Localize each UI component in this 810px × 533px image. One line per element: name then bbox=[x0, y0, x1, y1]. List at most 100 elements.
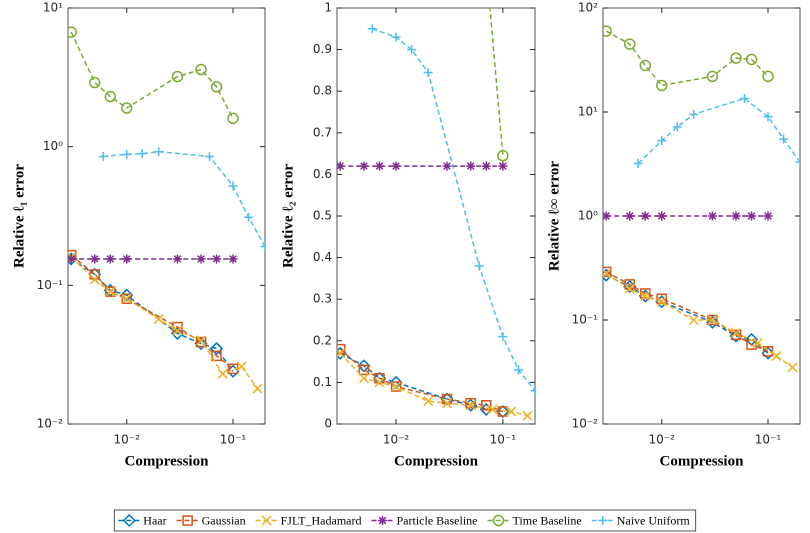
series-group bbox=[337, 8, 535, 421]
marker-x bbox=[337, 348, 346, 359]
marker-diamond bbox=[226, 364, 240, 378]
y-tick-label: 0.7 bbox=[313, 125, 332, 139]
marker-plus bbox=[423, 67, 433, 77]
marker-diamond bbox=[209, 341, 224, 356]
marker-diamond bbox=[68, 252, 78, 266]
series-group bbox=[603, 25, 800, 373]
marker-circle bbox=[104, 90, 117, 103]
marker-asterisk bbox=[212, 254, 222, 264]
marker-circle bbox=[706, 70, 719, 83]
series-group bbox=[68, 26, 265, 394]
marker-x bbox=[441, 398, 453, 409]
series-line bbox=[372, 28, 535, 392]
legend-label: Haar bbox=[143, 513, 166, 527]
marker-diamond bbox=[372, 371, 387, 385]
marker-x bbox=[423, 396, 434, 407]
marker-asterisk bbox=[378, 516, 388, 525]
x-tick-label: 10⁻¹ bbox=[220, 433, 247, 447]
marker-circle bbox=[68, 26, 77, 38]
y-tick-label: 0.6 bbox=[313, 167, 332, 181]
marker-plus bbox=[228, 181, 238, 191]
marker-circle bbox=[639, 59, 652, 72]
marker-diamond bbox=[496, 404, 510, 419]
marker-asterisk bbox=[625, 211, 635, 221]
marker-plus bbox=[672, 122, 682, 132]
marker-plus bbox=[598, 516, 608, 525]
series-line bbox=[637, 97, 800, 165]
marker-square bbox=[211, 350, 222, 362]
y-tick-label: 10⁻² bbox=[37, 417, 64, 431]
marker-x bbox=[217, 368, 228, 379]
marker-diamond bbox=[122, 513, 136, 528]
marker-diamond bbox=[194, 337, 208, 351]
marker-x bbox=[752, 338, 763, 349]
marker-circle bbox=[497, 149, 509, 162]
series-line bbox=[605, 272, 793, 369]
marker-x bbox=[252, 383, 263, 394]
x-axis-label: Compression bbox=[125, 453, 210, 469]
marker-plus bbox=[474, 261, 484, 271]
series-line bbox=[70, 256, 259, 390]
marker-plus bbox=[657, 136, 667, 146]
marker-circle bbox=[603, 25, 612, 37]
marker-x bbox=[787, 362, 798, 373]
marker-asterisk bbox=[731, 211, 741, 221]
marker-asterisk bbox=[228, 254, 238, 264]
marker-diamond bbox=[357, 359, 371, 373]
panel: 10⁻² 10⁻¹ 10⁰ 10¹ 10² 10⁻² 10⁻¹ Compression Rela… bbox=[546, 1, 801, 469]
marker-square bbox=[358, 364, 370, 376]
marker-plus bbox=[154, 147, 164, 157]
y-axis-label: Relative ℓ₂ error bbox=[280, 164, 296, 268]
x-axis-label: Compression bbox=[660, 453, 745, 469]
marker-square bbox=[730, 329, 742, 341]
y-axis-label: Relative ℓ∞ error bbox=[546, 161, 562, 271]
y-tick-label: 0.4 bbox=[313, 250, 332, 264]
series-line bbox=[339, 352, 528, 417]
legend-label: Time Baseline bbox=[512, 513, 581, 527]
y-tick-label: 0.3 bbox=[313, 292, 332, 306]
marker-circle bbox=[120, 102, 133, 114]
marker-plus bbox=[260, 242, 265, 252]
marker-x bbox=[707, 314, 718, 326]
marker-circle bbox=[745, 53, 758, 66]
marker-x bbox=[771, 351, 782, 362]
marker-square bbox=[121, 293, 132, 305]
y-tick-label: 0.8 bbox=[313, 84, 332, 98]
marker-asterisk bbox=[375, 161, 385, 171]
marker-asterisk bbox=[122, 254, 132, 264]
marker-asterisk bbox=[196, 254, 206, 264]
y-tick-label: 0.1 bbox=[313, 375, 332, 389]
y-tick-label: 10⁰ bbox=[43, 139, 63, 153]
marker-plus bbox=[391, 32, 401, 42]
marker-diamond bbox=[120, 288, 134, 302]
series-line bbox=[339, 348, 504, 413]
marker-circle bbox=[655, 79, 668, 92]
marker-plus bbox=[513, 365, 523, 375]
marker-asterisk bbox=[640, 211, 650, 221]
marker-x bbox=[522, 410, 533, 421]
marker-circle bbox=[730, 52, 742, 64]
marker-square bbox=[105, 286, 116, 297]
y-axis-label: Relative ℓ₁ error bbox=[11, 164, 27, 268]
marker-x bbox=[465, 400, 476, 411]
marker-asterisk bbox=[391, 161, 401, 171]
legend-label: FJLT_Hadamard bbox=[281, 513, 362, 527]
marker-circle bbox=[492, 514, 505, 527]
marker-plus bbox=[244, 212, 254, 222]
series-line bbox=[339, 352, 503, 413]
marker-x bbox=[105, 286, 116, 297]
marker-square bbox=[390, 381, 402, 392]
plot-area bbox=[336, 7, 536, 425]
marker-x bbox=[172, 325, 183, 336]
x-axis-label: Compression bbox=[394, 453, 479, 469]
marker-x bbox=[89, 274, 100, 285]
x-tick-label: 10⁻² bbox=[114, 433, 141, 447]
marker-plus bbox=[367, 24, 377, 34]
marker-asterisk bbox=[707, 211, 717, 221]
x-tick-label: 10⁻² bbox=[383, 433, 410, 447]
x-tick-label: 10⁻¹ bbox=[755, 433, 782, 447]
marker-diamond bbox=[440, 392, 454, 406]
series-line bbox=[605, 274, 769, 354]
marker-asterisk bbox=[90, 254, 100, 264]
